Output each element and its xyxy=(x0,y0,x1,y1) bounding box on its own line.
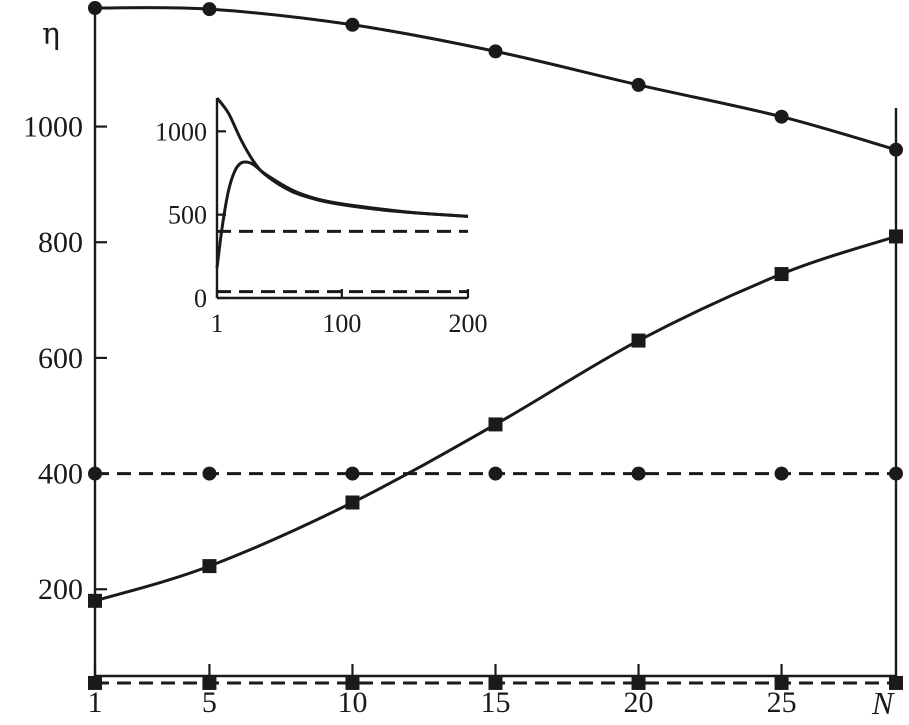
series-1-line xyxy=(94,6,897,152)
x-tick-label: 5 xyxy=(202,686,217,719)
series-1-point xyxy=(202,2,217,17)
y-tick-label: 800 xyxy=(38,226,83,259)
inset-y-tick-label: 1000 xyxy=(155,117,207,146)
y-axis-label: η xyxy=(42,17,60,52)
series-4-point xyxy=(202,675,217,690)
series-2-point xyxy=(488,417,503,432)
inset-y-tick-label: 0 xyxy=(194,284,207,313)
series-3-point xyxy=(889,466,903,481)
series-2-point xyxy=(889,229,903,244)
inset-plot: 1 100 200 0 500 1000 xyxy=(155,97,488,338)
series-3-point xyxy=(488,466,503,481)
inset-series-2-line xyxy=(215,160,469,269)
series-3-point xyxy=(88,466,102,481)
series-1-point xyxy=(631,77,646,92)
x-tick-label: 1 xyxy=(88,686,103,719)
x-axis-label: N xyxy=(871,685,895,721)
series-3-point xyxy=(202,466,217,481)
inset-series-1-line xyxy=(215,97,469,218)
series-4-point xyxy=(488,675,503,690)
series-3-point xyxy=(774,466,789,481)
series-4-point xyxy=(774,675,789,690)
series-3-point xyxy=(631,466,646,481)
series-4-point xyxy=(345,675,360,690)
series-4-point xyxy=(889,675,903,690)
y-tick-label: 600 xyxy=(38,342,83,375)
y-tick-label: 1000 xyxy=(23,111,83,144)
series-1-point xyxy=(88,1,102,15)
series-2-point xyxy=(202,559,217,574)
inset-x-tick-label: 100 xyxy=(322,309,361,338)
x-tick-label: 25 xyxy=(767,686,797,719)
series-2-point xyxy=(88,593,102,608)
series-4-point xyxy=(88,675,102,690)
inset-x-tick-label: 1 xyxy=(211,309,224,338)
series-1-point xyxy=(488,44,503,59)
y-tick-label: 400 xyxy=(38,458,83,491)
series-1-point xyxy=(345,17,360,32)
series-4-point xyxy=(631,675,646,690)
series-2-point xyxy=(345,495,360,510)
series-1-point xyxy=(889,142,903,157)
x-tick-label: 10 xyxy=(337,686,367,719)
x-tick-label: 15 xyxy=(481,686,511,719)
y-tick-label: 200 xyxy=(38,573,83,606)
series-2-point xyxy=(774,267,789,282)
series-1-point xyxy=(774,109,789,124)
series-2-point xyxy=(631,333,646,348)
x-tick-label: 20 xyxy=(624,686,654,719)
inset-x-tick-label: 200 xyxy=(449,309,488,338)
series-3-point xyxy=(345,466,360,481)
inset-y-tick-label: 500 xyxy=(168,201,207,230)
